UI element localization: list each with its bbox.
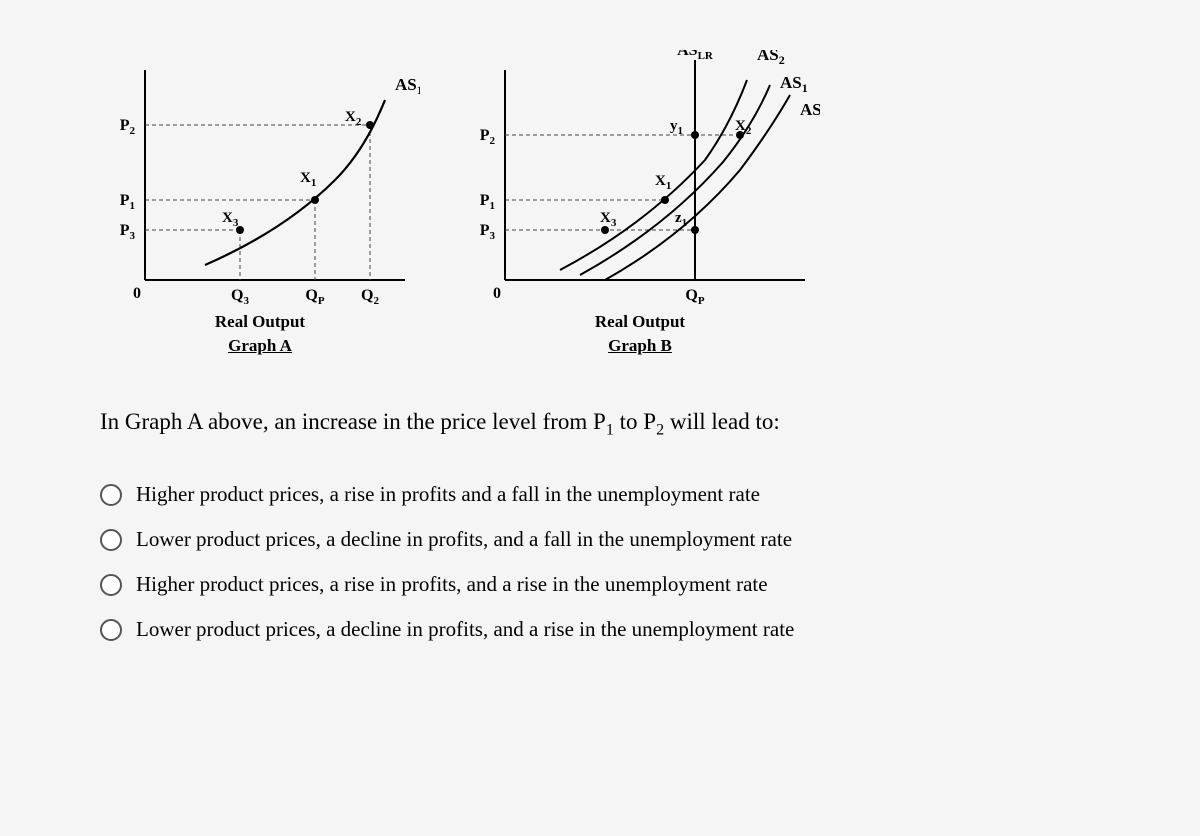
svg-text:X1: X1 (300, 170, 316, 189)
radio-icon (100, 529, 122, 551)
svg-text:y1: y1 (670, 118, 683, 137)
option-3[interactable]: Higher product prices, a rise in profits… (100, 572, 1100, 597)
svg-text:P1: P1 (120, 192, 135, 212)
graph-b: ASLR P2 P1 (460, 50, 820, 356)
svg-text:X3: X3 (600, 210, 617, 229)
option-label: Lower product prices, a decline in profi… (136, 617, 794, 642)
graph-a: P2 P1 P3 Q3 QP Q2 0 AS1 X3 X1 X2 R (100, 50, 420, 356)
svg-text:QP: QP (685, 287, 704, 307)
svg-text:P1: P1 (480, 192, 495, 212)
option-label: Lower product prices, a decline in profi… (136, 527, 792, 552)
graph-a-title: Graph A (228, 336, 292, 356)
question-text: In Graph A above, an increase in the pri… (100, 406, 1100, 442)
svg-text:P2: P2 (480, 127, 496, 147)
option-1[interactable]: Higher product prices, a rise in profits… (100, 482, 1100, 507)
options-list: Higher product prices, a rise in profits… (100, 482, 1100, 642)
svg-text:QP: QP (305, 287, 324, 307)
svg-text:0: 0 (493, 285, 501, 302)
radio-icon (100, 574, 122, 596)
radio-icon (100, 484, 122, 506)
svg-text:P3: P3 (480, 222, 496, 242)
graph-b-xlabel: Real Output (595, 312, 685, 332)
graph-b-title: Graph B (608, 336, 672, 356)
option-label: Higher product prices, a rise in profits… (136, 482, 760, 507)
svg-text:X1: X1 (655, 173, 671, 192)
svg-text:Q2: Q2 (361, 287, 379, 307)
svg-text:P2: P2 (120, 117, 136, 137)
svg-text:z1: z1 (675, 210, 687, 229)
svg-text:AS2: AS2 (757, 50, 785, 67)
svg-text:X3: X3 (222, 210, 239, 229)
charts-row: P2 P1 P3 Q3 QP Q2 0 AS1 X3 X1 X2 R (100, 50, 1100, 356)
option-label: Higher product prices, a rise in profits… (136, 572, 768, 597)
graph-a-svg: P2 P1 P3 Q3 QP Q2 0 AS1 X3 X1 X2 (100, 50, 420, 310)
option-2[interactable]: Lower product prices, a decline in profi… (100, 527, 1100, 552)
graph-b-svg: ASLR P2 P1 (460, 50, 820, 310)
svg-text:P3: P3 (120, 222, 136, 242)
option-4[interactable]: Lower product prices, a decline in profi… (100, 617, 1100, 642)
graph-a-xlabel: Real Output (215, 312, 305, 332)
svg-text:AS3: AS3 (800, 100, 820, 122)
radio-icon (100, 619, 122, 641)
svg-text:X2: X2 (345, 109, 362, 128)
svg-text:AS1: AS1 (780, 73, 808, 95)
svg-text:AS1: AS1 (395, 75, 420, 97)
svg-text:Q3: Q3 (231, 287, 249, 307)
svg-text:0: 0 (133, 285, 141, 302)
